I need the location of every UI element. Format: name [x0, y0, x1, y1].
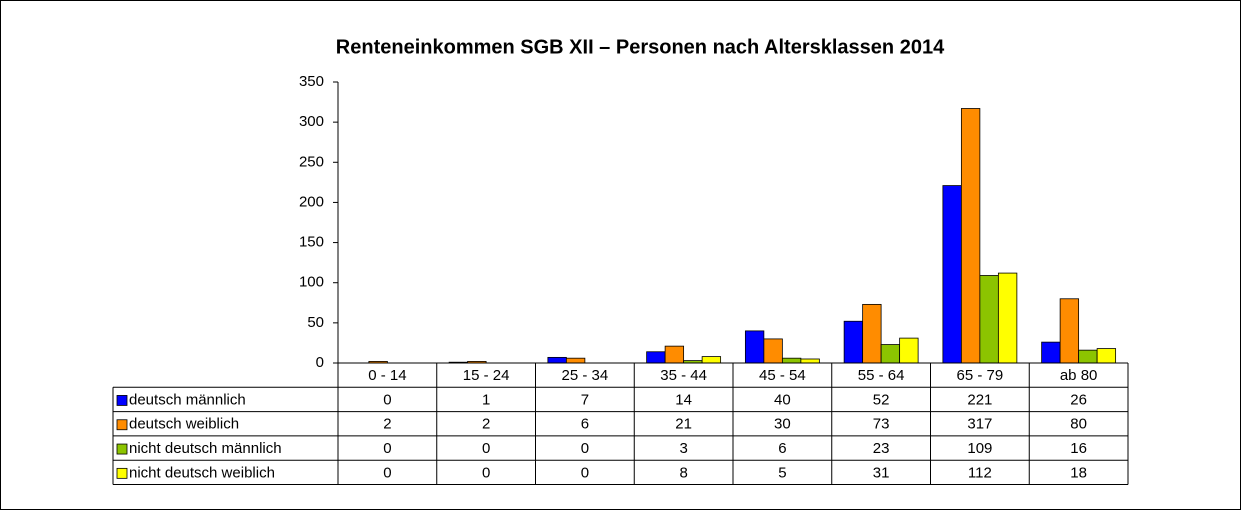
bar [979, 275, 999, 364]
bar [960, 108, 981, 364]
x-tick-label: 45 - 54 [759, 367, 806, 384]
table-value: 14 [675, 391, 692, 408]
bar [862, 303, 882, 364]
bar [880, 344, 901, 364]
bar [781, 357, 802, 364]
legend-key [116, 467, 128, 479]
bar [1096, 348, 1117, 364]
table-value: 40 [774, 391, 791, 408]
table-value: 52 [873, 391, 890, 408]
table-value: 0 [383, 391, 391, 408]
y-tick-label: 150 [299, 234, 324, 251]
bar [942, 185, 962, 364]
legend-key [116, 443, 128, 455]
table-value: 5 [778, 464, 786, 481]
y-tick-label: 300 [299, 113, 324, 130]
bar [763, 338, 783, 364]
table-value: 7 [581, 391, 589, 408]
bar [1041, 341, 1061, 364]
y-tick-label: 0 [316, 354, 324, 371]
table-value: 31 [873, 464, 890, 481]
legend-label: nicht deutsch weiblich [129, 464, 275, 481]
table-value: 21 [675, 416, 692, 433]
table-value: 23 [873, 440, 890, 457]
bar [1078, 349, 1098, 364]
legend-key [116, 419, 128, 431]
table-value: 109 [967, 440, 992, 457]
x-tick-label: 55 - 64 [858, 367, 905, 384]
table-value: 0 [383, 440, 391, 457]
bar [997, 272, 1018, 364]
table-value: 6 [581, 416, 589, 433]
y-tick-label: 100 [299, 274, 324, 291]
bar [1059, 298, 1080, 364]
bar [646, 351, 666, 364]
table-value: 1 [482, 391, 490, 408]
table-value: 0 [581, 440, 589, 457]
y-tick-label: 250 [299, 153, 324, 170]
x-tick-label: 15 - 24 [463, 367, 510, 384]
table-value: 18 [1070, 464, 1087, 481]
table-value: 221 [967, 391, 992, 408]
legend-label: deutsch weiblich [129, 416, 239, 433]
table-value: 2 [482, 416, 490, 433]
x-tick-label: ab 80 [1060, 367, 1098, 384]
table-value: 6 [778, 440, 786, 457]
x-tick-label: 25 - 34 [562, 367, 609, 384]
chart-title: Renteneinkommen SGB XII – Personen nach … [336, 36, 945, 58]
table-value: 0 [482, 464, 490, 481]
table-value: 0 [581, 464, 589, 481]
table-value: 2 [383, 416, 391, 433]
table-value: 16 [1070, 440, 1087, 457]
table-value: 80 [1070, 416, 1087, 433]
y-tick-label: 350 [299, 73, 324, 90]
table-value: 30 [774, 416, 791, 433]
bar [899, 337, 919, 364]
bar [800, 358, 820, 364]
table-value: 112 [968, 464, 992, 481]
table-value: 73 [873, 416, 890, 433]
bar [565, 357, 586, 364]
bar [664, 345, 685, 364]
x-tick-label: 65 - 79 [957, 367, 1004, 384]
table-value: 317 [967, 416, 992, 433]
table-value: 0 [383, 464, 391, 481]
table-value: 26 [1070, 391, 1087, 408]
table-value: 0 [482, 440, 490, 457]
x-tick-label: 0 - 14 [368, 367, 406, 384]
bar [547, 356, 567, 364]
table-value: 8 [679, 464, 687, 481]
bar [701, 356, 722, 364]
legend-key [116, 395, 128, 406]
x-tick-label: 35 - 44 [660, 367, 707, 384]
y-tick-label: 200 [299, 193, 324, 210]
table-value: 3 [679, 440, 687, 457]
legend-label: deutsch männlich [129, 391, 246, 408]
bar [843, 320, 864, 364]
bar [744, 330, 765, 364]
y-tick-label: 50 [307, 314, 324, 331]
legend-label: nicht deutsch männlich [129, 440, 282, 457]
